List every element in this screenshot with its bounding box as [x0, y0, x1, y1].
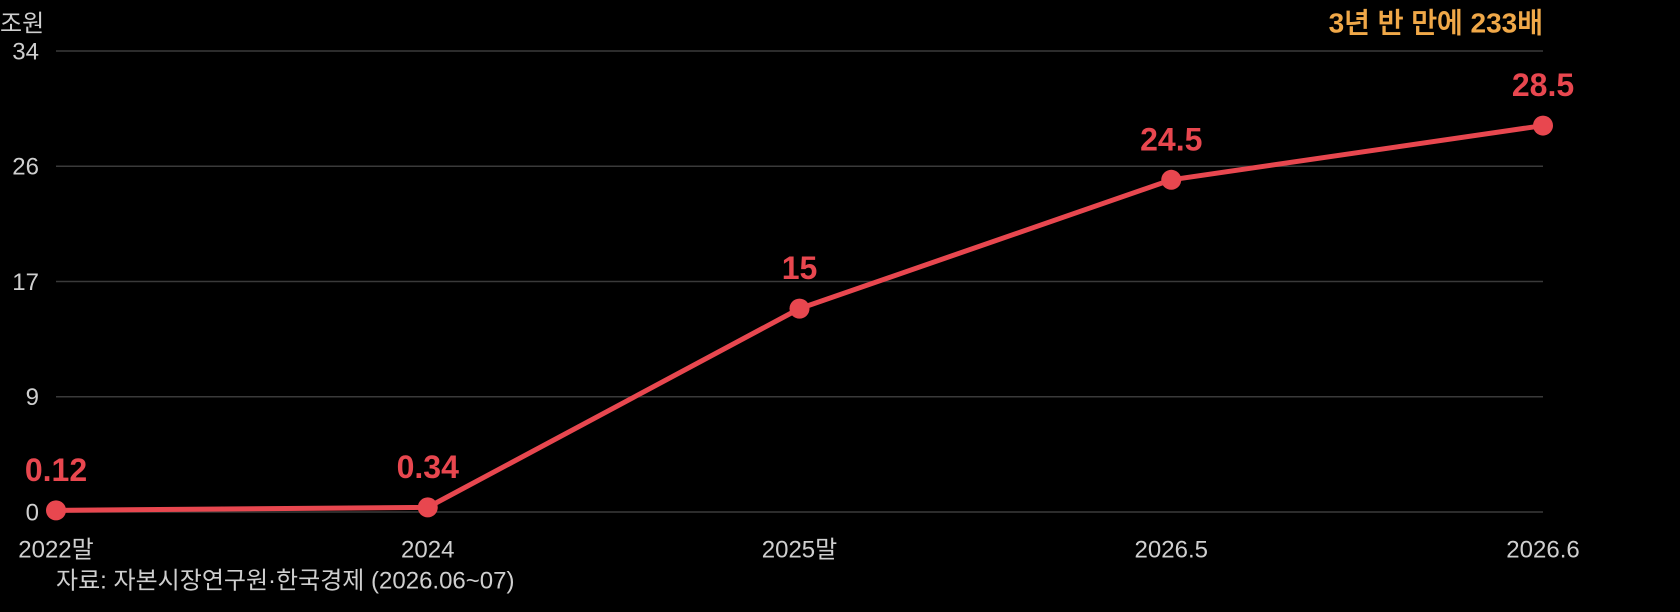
- y-unit-label: 조원: [0, 10, 44, 37]
- y-tick-label: 9: [26, 384, 39, 411]
- x-tick-label: 2026.5: [1135, 536, 1208, 563]
- value-label: 0.12: [25, 452, 87, 488]
- y-tick-label: 17: [12, 269, 39, 296]
- y-tick-label: 26: [12, 154, 39, 181]
- annotation: 3년 반 만에 233배: [1329, 7, 1543, 38]
- y-tick-label: 0: [26, 499, 39, 526]
- x-tick-label: 2022말: [18, 536, 93, 563]
- value-label: 24.5: [1140, 121, 1202, 157]
- value-label: 0.34: [397, 449, 459, 485]
- x-tick-label: 2026.6: [1506, 536, 1579, 563]
- source: 자료: 자본시장연구원·한국경제 (2026.06~07): [56, 567, 515, 594]
- x-tick-label: 2025말: [762, 536, 837, 563]
- point: [1161, 169, 1182, 190]
- point: [46, 500, 66, 521]
- x-tick-label: 2024: [401, 536, 454, 563]
- point: [1533, 115, 1553, 136]
- value-label: 15: [782, 250, 818, 286]
- y-tick-label: 34: [12, 38, 39, 65]
- value-label: 28.5: [1512, 67, 1574, 103]
- point: [789, 298, 810, 319]
- point: [417, 497, 438, 518]
